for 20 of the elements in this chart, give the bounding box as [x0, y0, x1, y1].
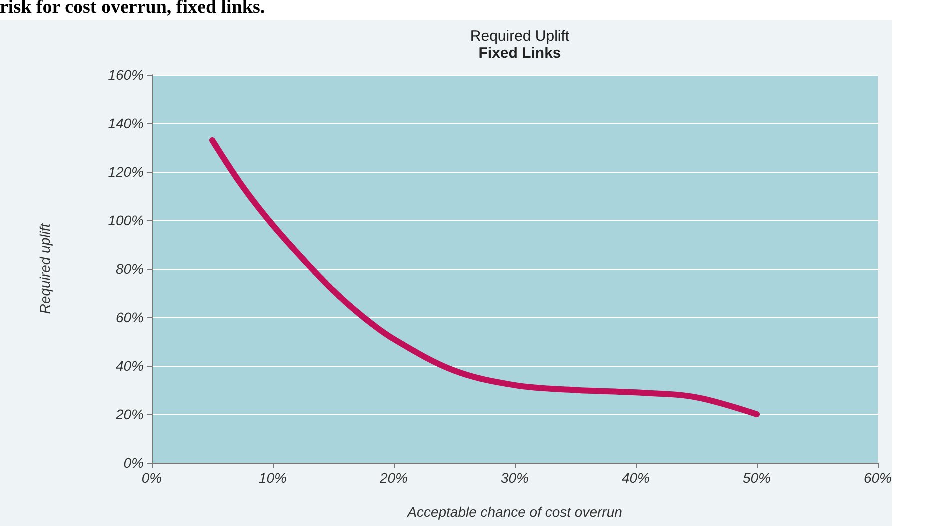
x-tick-label: 20%	[378, 470, 408, 486]
x-tick-label: 30%	[500, 470, 530, 486]
y-tick-label: 40%	[116, 358, 144, 374]
x-tick-label: 50%	[742, 470, 772, 486]
chart-title: Required Uplift	[470, 28, 570, 45]
y-tick-label: 140%	[108, 116, 144, 132]
y-tick-label: 100%	[108, 212, 144, 228]
y-tick-label: 20%	[114, 406, 144, 422]
y-tick-label: 80%	[116, 261, 144, 277]
y-tick-label: 0%	[124, 455, 144, 471]
y-tick-label: 60%	[116, 310, 144, 326]
x-tick-label: 0%	[142, 470, 162, 486]
x-tick-label: 10%	[258, 470, 288, 486]
y-tick-label: 120%	[108, 164, 144, 180]
x-tick-label: 60%	[864, 470, 892, 486]
x-tick-label: 40%	[622, 470, 650, 486]
x-axis-title: Acceptable chance of cost overrun	[406, 504, 623, 520]
y-axis-title: Required uplift	[37, 222, 53, 314]
chart-subtitle: Fixed Links	[478, 45, 562, 62]
y-tick-label: 160%	[108, 67, 144, 83]
